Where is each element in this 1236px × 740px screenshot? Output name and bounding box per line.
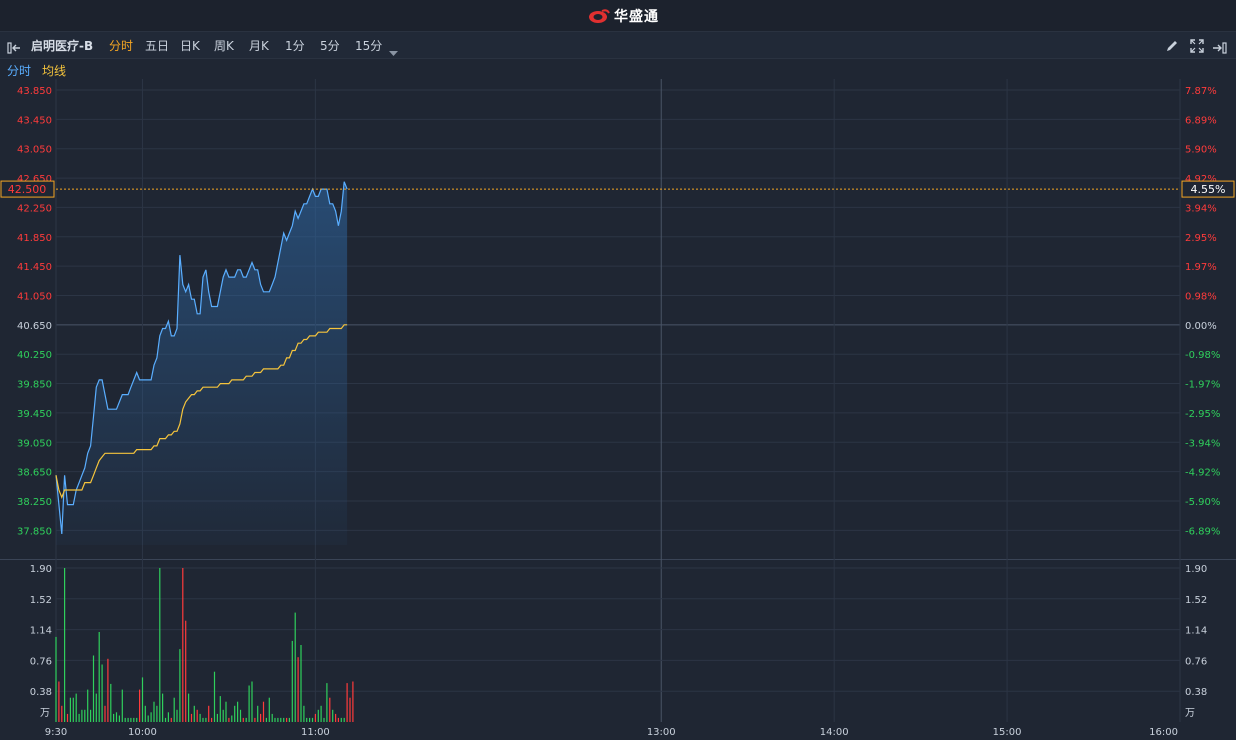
- time-tick-label: 10:00: [128, 727, 157, 738]
- stock-name: 启明医疗-B: [31, 39, 94, 53]
- time-tick-label: 9:30: [45, 727, 67, 738]
- percent-tick-label: 0.00%: [1185, 321, 1217, 332]
- legend-price: 分时: [7, 64, 32, 78]
- percent-tick-label: -5.90%: [1185, 497, 1220, 508]
- tab-5min[interactable]: 5分: [320, 39, 340, 53]
- price-tick-label: 37.850: [17, 526, 52, 537]
- brand: 华盛通: [588, 6, 659, 26]
- current-percent-box: [1181, 180, 1235, 198]
- volume-tick-label-right: 1.52: [1185, 595, 1207, 606]
- chart-legend: 分时 均线: [0, 59, 1236, 79]
- percent-tick-label: 5.90%: [1185, 145, 1217, 156]
- price-tick-label: 39.850: [17, 380, 52, 391]
- volume-tick-label: 1.52: [30, 595, 52, 606]
- percent-tick-label: -2.95%: [1185, 409, 1220, 420]
- time-tick-label: 15:00: [993, 727, 1022, 738]
- percent-tick-label: 0.98%: [1185, 291, 1217, 302]
- percent-tick-label: -6.89%: [1185, 526, 1220, 537]
- percent-tick-label: 4.92%: [1185, 174, 1217, 185]
- title-bar: 华盛通: [0, 0, 1236, 32]
- draw-pencil-icon[interactable]: [1165, 38, 1179, 57]
- price-tick-label: 41.050: [17, 291, 52, 302]
- chart-axes: 43.850 7.87% 43.450 6.89% 43.050 5.90% 42.650 4…: [17, 86, 1220, 738]
- price-tick-label: 39.450: [17, 409, 52, 420]
- brand-logo-icon: [589, 9, 610, 23]
- volume-tick-label: 0.76: [30, 656, 52, 667]
- percent-tick-label: -0.98%: [1185, 350, 1220, 361]
- time-tick-label: 13:00: [647, 727, 676, 738]
- price-tick-label: 40.650: [17, 321, 52, 332]
- price-tick-label: 42.650: [17, 174, 52, 185]
- price-area-fill: [56, 181, 348, 545]
- price-tick-label: 42.250: [17, 203, 52, 214]
- average-line: [55, 324, 348, 499]
- tab-intraday[interactable]: 分时: [109, 39, 134, 53]
- percent-tick-label: 2.95%: [1185, 233, 1217, 244]
- price-tick-label: 40.250: [17, 350, 52, 361]
- current-price-marker: 42.500 4.55%: [0, 180, 1235, 198]
- volume-tick-label: 1.90: [30, 564, 52, 575]
- volume-tick-label-right: 1.14: [1185, 626, 1207, 637]
- price-tick-label: 39.050: [17, 438, 52, 449]
- volume-unit-label: 万: [40, 708, 50, 719]
- percent-tick-label: -1.97%: [1185, 380, 1220, 391]
- percent-tick-label: -4.92%: [1185, 468, 1220, 479]
- brand-name: 华盛通: [614, 9, 659, 25]
- tab-weekly-k[interactable]: 周K: [214, 39, 234, 53]
- volume-tick-label: 0.38: [30, 687, 52, 698]
- tab-15min[interactable]: 15分: [355, 39, 383, 53]
- percent-tick-label: 7.87%: [1185, 86, 1217, 97]
- tab-daily-k[interactable]: 日K: [180, 39, 200, 53]
- tab-five-day[interactable]: 五日: [145, 39, 170, 53]
- percent-tick-label: 3.94%: [1185, 203, 1217, 214]
- volume-tick-label-right: 0.76: [1185, 656, 1207, 667]
- legend-average: 均线: [42, 64, 67, 78]
- collapse-sidebar-icon[interactable]: [7, 39, 23, 54]
- tab-monthly-k[interactable]: 月K: [249, 39, 269, 53]
- current-percent-label: 4.55%: [1191, 183, 1226, 196]
- volume-tick-label-right: 0.38: [1185, 687, 1207, 698]
- percent-tick-label: 6.89%: [1185, 115, 1217, 126]
- volume-tick-label: 1.14: [30, 626, 52, 637]
- percent-tick-label: -3.94%: [1185, 438, 1220, 449]
- time-tick-label: 11:00: [301, 727, 330, 738]
- volume-tick-label-right: 1.90: [1185, 564, 1207, 575]
- expand-panel-icon[interactable]: [1212, 39, 1228, 58]
- volume-unit-label-right: 万: [1185, 708, 1195, 719]
- price-tick-label: 43.850: [17, 86, 52, 97]
- chart-lines: [55, 181, 348, 535]
- price-line: [55, 181, 348, 535]
- price-tick-label: 43.450: [17, 115, 52, 126]
- fullscreen-icon[interactable]: [1190, 38, 1204, 57]
- price-tick-label: 38.650: [17, 468, 52, 479]
- time-tick-label: 14:00: [820, 727, 849, 738]
- chart-toolbar: 启明医疗-B 分时 五日 日K 周K 月K 1分 5分 15分: [0, 32, 1236, 59]
- time-tick-label: 16:00: [1149, 727, 1178, 738]
- price-tick-label: 38.250: [17, 497, 52, 508]
- period-dropdown-icon[interactable]: [389, 42, 398, 61]
- current-price-box: [0, 180, 55, 198]
- tab-1min[interactable]: 1分: [285, 39, 305, 53]
- percent-tick-label: 1.97%: [1185, 262, 1217, 273]
- price-tick-label: 41.850: [17, 233, 52, 244]
- price-area: [56, 181, 348, 545]
- current-price-label: 42.500: [8, 183, 47, 196]
- volume-bars: [55, 568, 354, 722]
- price-tick-label: 43.050: [17, 145, 52, 156]
- price-tick-label: 41.450: [17, 262, 52, 273]
